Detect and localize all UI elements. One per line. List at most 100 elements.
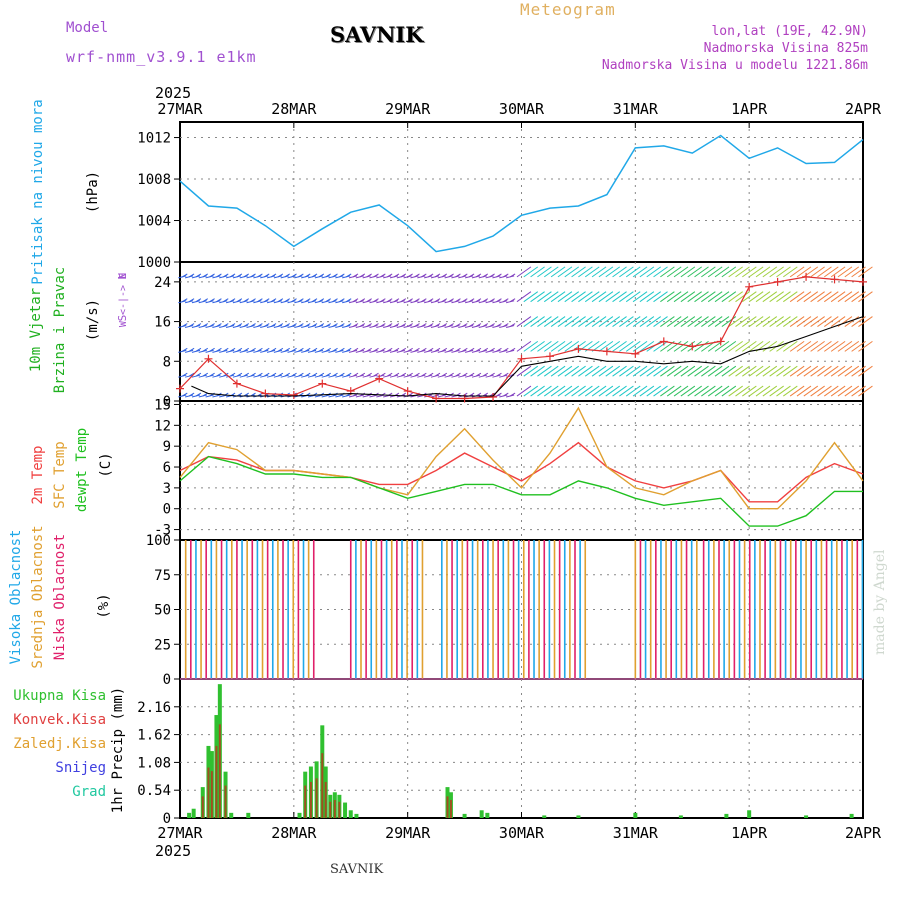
- wind-barb-shaft: [342, 374, 351, 378]
- wind-barb: [735, 266, 750, 278]
- wind-barb: [721, 291, 737, 303]
- wind-barb: [858, 365, 873, 377]
- wind-barb: [783, 316, 798, 327]
- wind-barb-shaft: [369, 325, 378, 329]
- wind-barb: [591, 266, 607, 278]
- wind-barb: [687, 266, 702, 278]
- wind-barb: [673, 365, 689, 377]
- wind-barb: [851, 266, 866, 278]
- wind-barb: [564, 316, 580, 327]
- wind-barb: [543, 266, 559, 278]
- precip-conv-bar: [446, 796, 449, 818]
- wind-barb: [543, 385, 559, 397]
- wind-barb-shaft: [424, 374, 433, 378]
- wind-barb-shaft: [260, 275, 269, 279]
- wind-barb-shaft: [376, 325, 385, 329]
- wind-gust-marker: [659, 337, 668, 346]
- wind-barb-shaft: [342, 275, 351, 279]
- wind-barb: [776, 266, 791, 278]
- wind-barb: [605, 316, 621, 327]
- wind-barb: [701, 266, 716, 278]
- wind-barb-shaft: [294, 325, 303, 329]
- wind-barb-shaft: [280, 275, 289, 279]
- wind-barb: [830, 340, 846, 352]
- precip-bar: [354, 813, 359, 818]
- wind-barb-shaft: [287, 275, 296, 279]
- wind-barb-shaft: [437, 300, 446, 304]
- precip-conv-bar: [333, 799, 336, 818]
- wind-barb-shaft: [205, 275, 214, 279]
- wind-barb: [530, 266, 545, 278]
- wind-barb-shaft: [355, 325, 364, 329]
- wind-barb: [796, 266, 812, 278]
- wind-barb: [646, 266, 662, 278]
- wind-barb: [666, 316, 682, 327]
- wind-barb-shaft: [246, 300, 255, 304]
- wind-barb-shaft: [424, 325, 433, 329]
- wind-barb-shaft: [376, 275, 385, 279]
- year-label-top: 2025: [155, 84, 191, 102]
- wind-barb: [735, 291, 750, 303]
- wind-barb-shaft: [444, 374, 453, 378]
- wind-barb-shaft: [184, 325, 194, 329]
- y-tick-label: 3: [163, 481, 171, 497]
- wind-barb-shaft: [369, 300, 378, 304]
- wind-barb-shaft: [266, 325, 276, 329]
- precip-bar: [747, 810, 752, 818]
- wind-barb: [523, 266, 539, 278]
- wind-barb: [680, 385, 696, 397]
- wind-barb: [748, 385, 764, 397]
- y-tick-label: 0: [163, 394, 171, 410]
- y-tick-label: 1012: [137, 131, 171, 147]
- wind-barb: [584, 365, 600, 377]
- wind-barb: [735, 385, 750, 397]
- wind-barb-shaft: [451, 325, 460, 329]
- wind-barb-shaft: [471, 349, 481, 353]
- y-tick-label: 0: [163, 502, 171, 518]
- wind-barb: [653, 266, 668, 278]
- precip-bar: [191, 808, 196, 818]
- wind-barb-shaft: [362, 325, 371, 329]
- precip-conv-bar: [210, 771, 213, 818]
- precip-legend-item: Snijeg: [55, 760, 106, 776]
- wind-barb: [653, 340, 668, 352]
- wind-gust-marker: [802, 272, 811, 281]
- wind-gust-marker: [176, 384, 184, 393]
- wind-barb: [591, 340, 607, 352]
- y-tick-label: 6: [163, 460, 171, 476]
- precip-legend-item: Konvek.Kisa: [13, 712, 106, 728]
- wind-barb-shaft: [301, 275, 310, 279]
- wind-barb: [584, 316, 600, 327]
- wind-barb: [687, 365, 702, 377]
- wind-gust-marker: [602, 347, 611, 356]
- wind-barb: [844, 385, 860, 397]
- wind-barb: [748, 340, 764, 352]
- wind-barb-shaft: [232, 275, 242, 279]
- wind-barb-shaft: [212, 394, 221, 398]
- wind-barb: [625, 291, 641, 303]
- x-tick-label-top: 28MAR: [271, 100, 317, 118]
- wind-barb: [523, 365, 539, 377]
- wind-barb-shaft: [505, 300, 515, 304]
- wind-barb: [666, 365, 682, 377]
- wind-barb-shaft: [417, 349, 426, 353]
- wind-barb: [694, 365, 709, 377]
- wind-gust-marker: [232, 379, 241, 388]
- wind-barb: [851, 316, 866, 327]
- wind-gust-marker: [859, 277, 867, 286]
- wind-barb: [605, 266, 621, 278]
- wind-barb: [619, 365, 634, 377]
- wind-barb-shaft: [403, 300, 412, 304]
- y-tick-label: -3: [154, 523, 171, 539]
- wind-barb-shaft: [451, 374, 460, 378]
- wind-barb-shaft: [253, 275, 262, 279]
- wind-barb-shaft: [458, 374, 467, 378]
- wind-barb-shaft: [273, 349, 283, 353]
- wind-barb: [632, 365, 648, 377]
- wind-barb-shaft: [369, 374, 378, 378]
- wind-barb-shaft: [253, 325, 262, 329]
- wind-barb: [523, 316, 539, 327]
- wind-barb-shaft: [225, 275, 235, 279]
- wind-barb-shaft: [178, 300, 187, 304]
- y-tick-label: 0: [163, 672, 171, 688]
